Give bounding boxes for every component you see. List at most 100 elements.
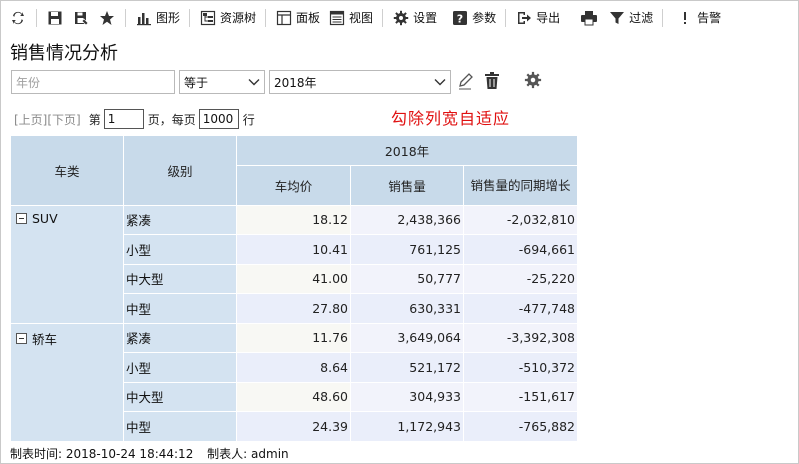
delete-filter-button[interactable]	[484, 71, 500, 91]
footer: 制表时间: 2018-10-24 18:44:12 制表人: admin	[10, 445, 289, 462]
level-cell: 紧凑	[123, 204, 237, 235]
footer-author-value: admin	[251, 447, 289, 461]
level-cell: 中型	[123, 293, 237, 324]
level-cell: 紧凑	[123, 322, 237, 353]
resource-tree-label: 资源树	[220, 11, 257, 25]
header-avg-price: 车均价	[236, 164, 351, 206]
footer-time-value: 2018-10-24 18:44:12	[65, 447, 194, 461]
export-button[interactable]: 导出	[511, 6, 564, 30]
growth-cell: -25,220	[463, 263, 578, 294]
footer-time-label: 制表时间:	[10, 447, 63, 461]
toolbar-separator	[265, 8, 267, 27]
growth-cell: -2,032,810	[463, 204, 578, 235]
next-page-link[interactable]: [下页]	[47, 112, 81, 127]
print-button[interactable]	[576, 6, 602, 30]
refresh-button[interactable]	[5, 6, 31, 30]
collapse-icon[interactable]	[16, 212, 27, 224]
filter-value: 2018年	[274, 75, 317, 90]
params-label: 参数	[472, 11, 497, 25]
page-prefix: 第	[88, 112, 101, 127]
annotation-text: 勾除列宽自适应	[391, 109, 511, 128]
sales-cell: 630,331	[350, 293, 464, 324]
edit-filter-button[interactable]	[456, 71, 474, 91]
page-title: 销售情况分析	[10, 43, 118, 64]
page-number-input[interactable]: 1	[103, 109, 144, 129]
save-button[interactable]	[42, 6, 68, 30]
collapse-icon[interactable]	[16, 332, 27, 344]
growth-cell: -510,372	[463, 352, 578, 383]
panel-label: 面板	[296, 11, 321, 25]
operator-select[interactable]: 等于	[179, 70, 265, 94]
view-button[interactable]: 视图	[324, 6, 377, 30]
growth-cell: -694,661	[463, 234, 578, 265]
sales-cell: 50,777	[350, 263, 464, 294]
sales-cell: 1,172,943	[350, 411, 464, 442]
trash-icon	[484, 71, 500, 91]
page-size-input[interactable]: 1000	[198, 109, 239, 129]
panel-button[interactable]: 面板	[271, 6, 324, 30]
save-as-icon	[72, 9, 90, 27]
table-row: 中型 24.39 1,172,943 -765,882	[11, 411, 578, 442]
sales-cell: 3,649,064	[350, 322, 464, 353]
category-cell: SUV	[10, 204, 124, 324]
avg-price-cell: 8.64	[236, 352, 351, 383]
header-sales-growth: 销售量的同期增长	[463, 164, 578, 206]
filter-label: 过滤	[629, 11, 654, 25]
toolbar-separator	[662, 8, 664, 27]
params-button[interactable]: ? 参数	[447, 6, 500, 30]
toolbar-separator	[189, 8, 191, 27]
funnel-icon	[608, 9, 626, 27]
sales-cell: 761,125	[350, 234, 464, 265]
level-cell: 小型	[123, 352, 237, 383]
sales-cell: 521,172	[350, 352, 464, 383]
table-row: 轿车 紧凑 11.76 3,649,064 -3,392,308	[10, 322, 578, 442]
category-cell: 轿车	[10, 322, 124, 442]
table-row: 中大型 48.60 304,933 -151,617	[11, 381, 578, 412]
chart-button[interactable]: 图形	[131, 6, 184, 30]
operator-value: 等于	[184, 75, 209, 90]
category-label: 轿车	[32, 331, 58, 347]
avg-price-cell: 27.80	[236, 293, 351, 324]
category-label: SUV	[32, 210, 58, 226]
pencil-icon	[456, 71, 474, 91]
value-select[interactable]: 2018年	[269, 70, 451, 94]
table-row: 小型 10.41 761,125 -694,661	[11, 234, 578, 265]
filter-settings-button[interactable]	[524, 71, 542, 89]
save-as-button[interactable]	[68, 6, 94, 30]
save-icon	[46, 9, 64, 27]
avg-price-cell: 41.00	[236, 263, 351, 294]
export-label: 导出	[536, 11, 561, 25]
avg-price-cell: 18.12	[236, 204, 351, 235]
toolbar-separator	[505, 8, 507, 27]
view-label: 视图	[349, 11, 374, 25]
avg-price-cell: 11.76	[236, 322, 351, 353]
prev-page-link[interactable]: [上页]	[14, 112, 48, 127]
alert-button[interactable]: 告警	[672, 6, 725, 30]
filter-button[interactable]: 过滤	[604, 6, 657, 30]
footer-author-label: 制表人:	[207, 447, 248, 461]
panel-icon	[275, 9, 293, 27]
level-cell: 中型	[123, 411, 237, 442]
chevron-down-icon	[248, 78, 260, 86]
header-category: 车类	[10, 135, 124, 206]
toolbar-separator	[36, 8, 37, 27]
resource-tree-button[interactable]: 资源树	[195, 6, 260, 30]
toolbar-separator	[125, 8, 126, 27]
avg-price-cell: 48.60	[236, 381, 351, 412]
settings-button[interactable]: 设置	[388, 6, 441, 30]
table-row: 中大型 41.00 50,777 -25,220	[11, 263, 578, 294]
bar-chart-icon	[135, 9, 153, 27]
settings-label: 设置	[413, 11, 438, 25]
header-sales: 销售量	[350, 164, 464, 206]
size-suffix: 行	[242, 112, 255, 127]
field-input[interactable]: 年份	[11, 70, 175, 94]
growth-cell: -477,748	[463, 293, 578, 324]
tree-icon	[199, 9, 217, 27]
star-icon	[98, 9, 116, 27]
table-row: SUV 紧凑 18.12 2,438,366 -2,032,810	[10, 204, 578, 324]
favorite-button[interactable]	[94, 6, 120, 30]
pager: [上页] [下页] 第 1 页，每页 1000 行	[14, 109, 255, 129]
view-icon	[328, 9, 346, 27]
pivot-table: 车类 级别 2018年 车均价 销售量 销售量的同期增长 SUV 紧凑 18.12 2…	[10, 135, 578, 442]
